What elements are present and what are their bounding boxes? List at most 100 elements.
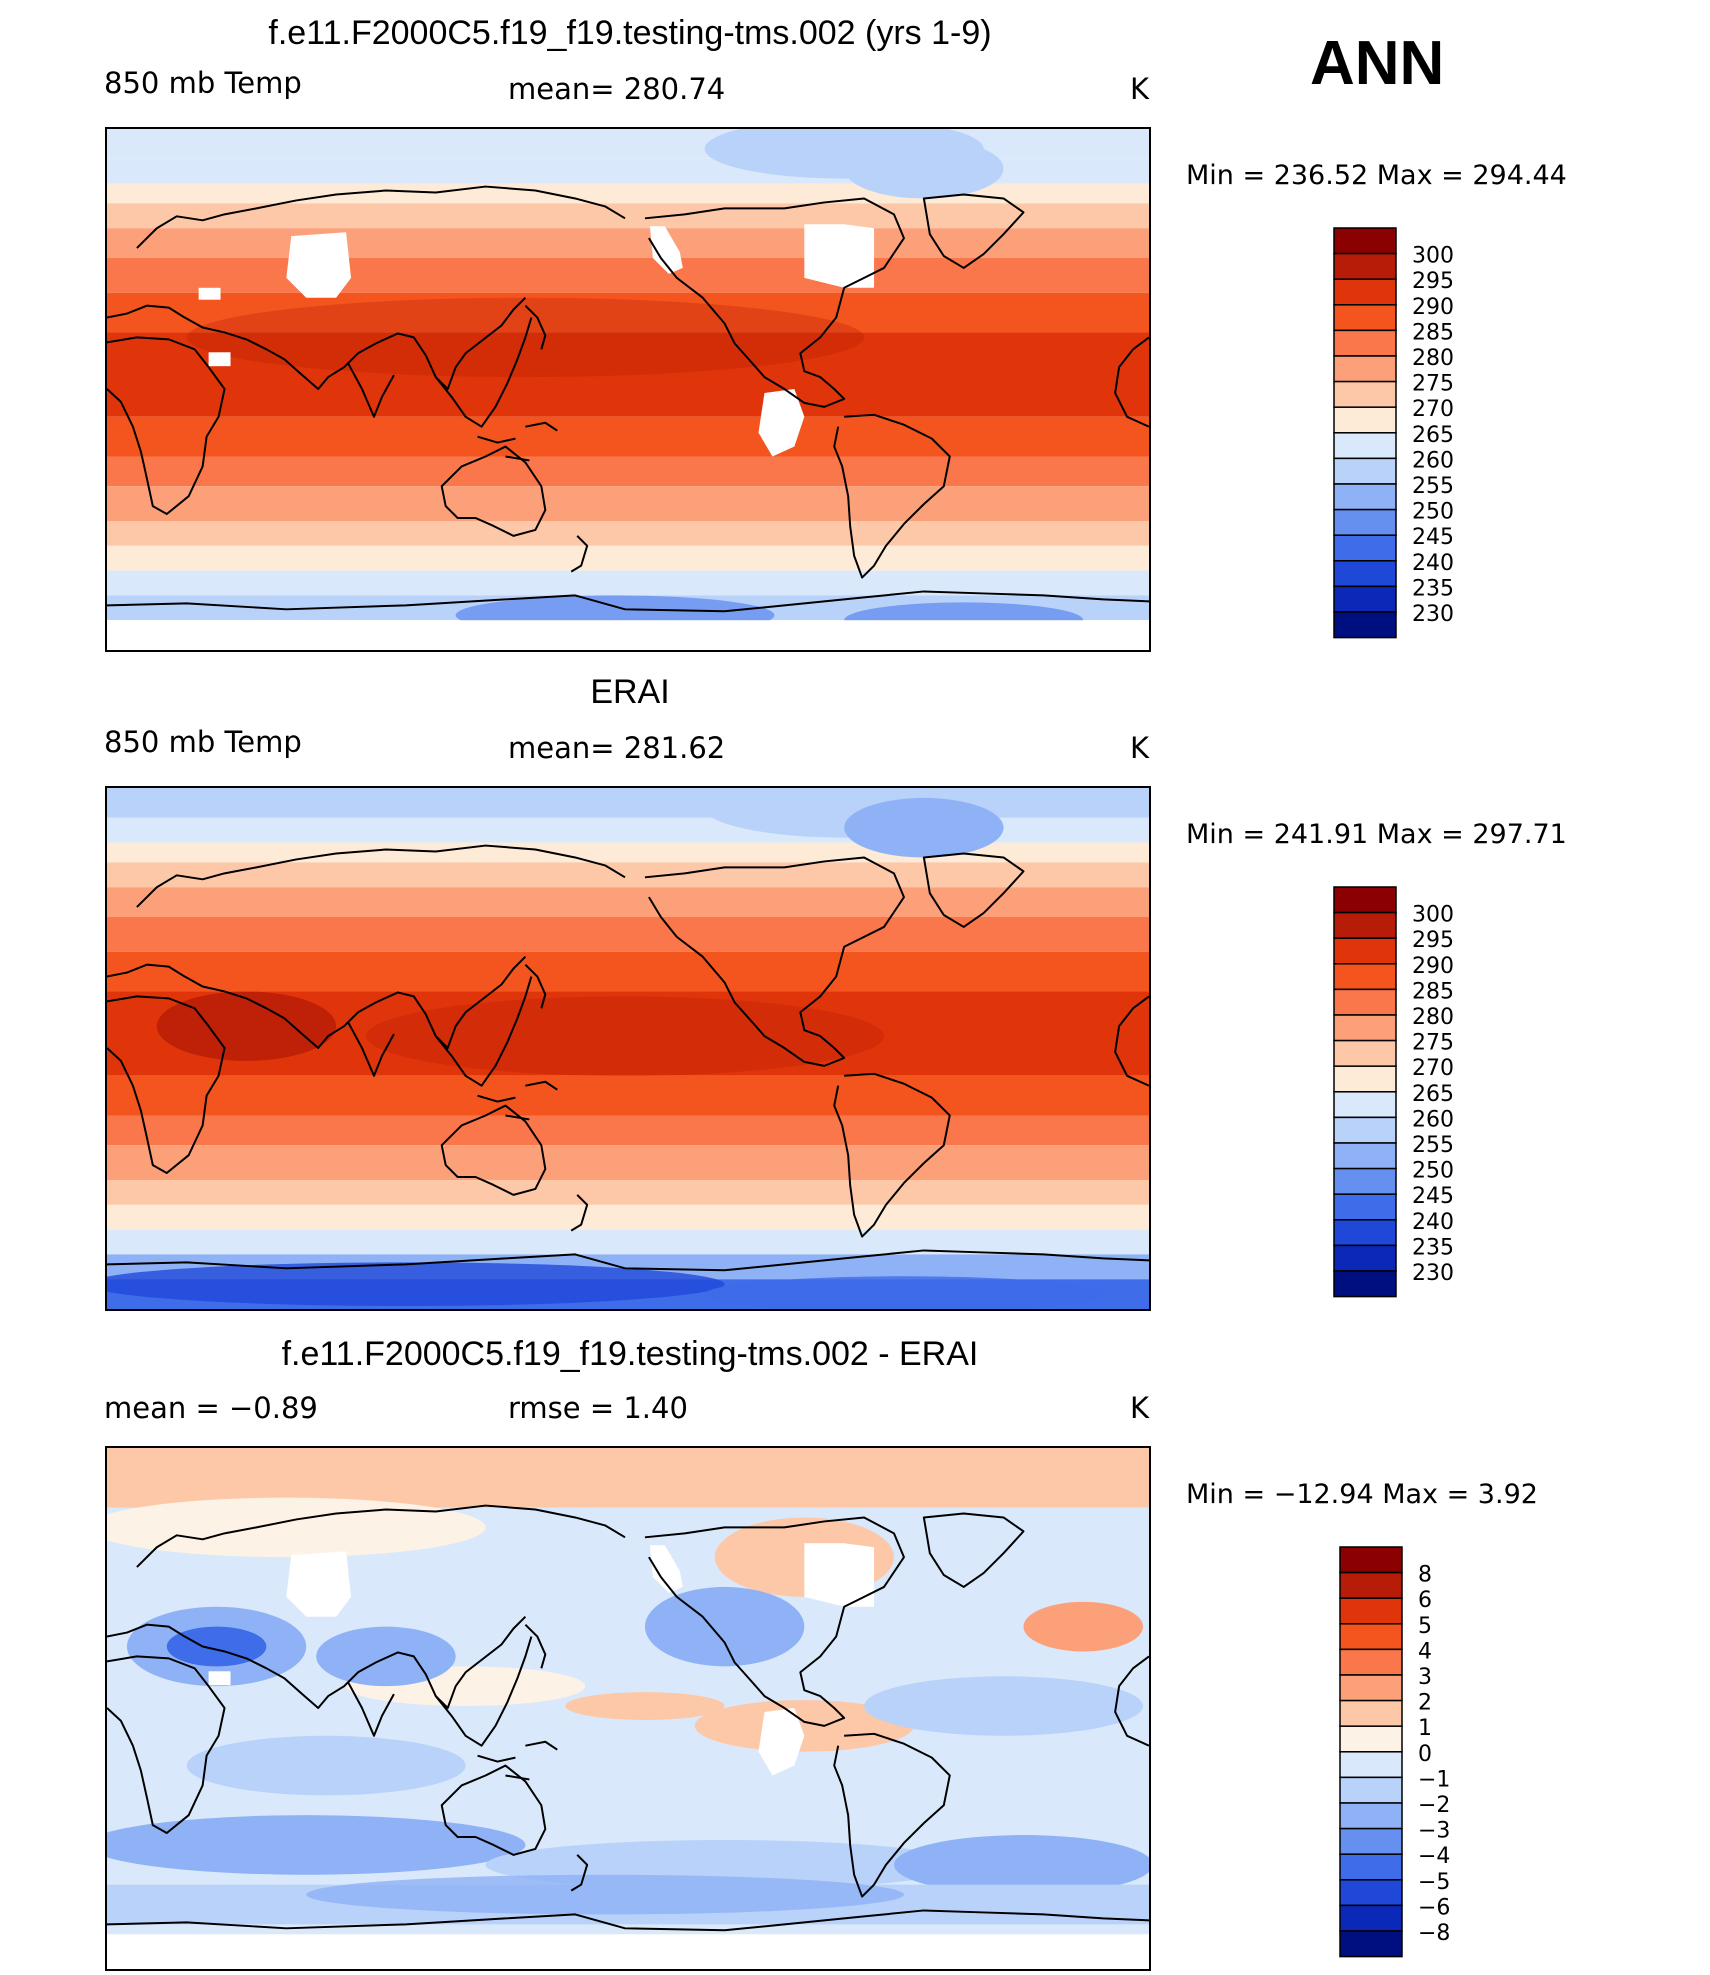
colorbar-box — [1333, 911, 1397, 939]
colorbar-box — [1333, 483, 1397, 511]
colorbar-tick-label: −3 — [1418, 1819, 1450, 1844]
colorbar-box — [1339, 1751, 1403, 1779]
colorbar-tick-label: 4 — [1418, 1639, 1432, 1664]
colorbar-box — [1333, 227, 1397, 255]
colorbar-box — [1339, 1699, 1403, 1727]
colorbar-tick-label: 255 — [1412, 474, 1454, 499]
colorbar-tick-label: 295 — [1412, 928, 1454, 953]
colorbar-tick-label: 270 — [1412, 1056, 1454, 1081]
panel2-colorbar: 300 295 290 285 280 275 270 265 260 255 250 245 240 2… — [1333, 886, 1514, 1299]
colorbar-tick-label: 245 — [1412, 525, 1454, 550]
colorbar-tick-label: 230 — [1412, 1261, 1454, 1286]
colorbar-box — [1333, 585, 1397, 613]
colorbar-tick-label: 300 — [1412, 903, 1454, 928]
colorbar-box — [1333, 432, 1397, 460]
panel1-minmax: Min = 236.52 Max = 294.44 — [1186, 160, 1567, 191]
colorbar-box — [1339, 1879, 1403, 1907]
colorbar-tick-label: 295 — [1412, 269, 1454, 294]
colorbar-tick-label: 235 — [1412, 1235, 1454, 1260]
panel2-title: ERAI — [590, 673, 670, 711]
colorbar-tick-label: 0 — [1418, 1742, 1432, 1767]
panel3-rmse-label: rmse = 1.40 — [508, 1391, 688, 1425]
colorbar-box — [1333, 508, 1397, 536]
colorbar-box — [1333, 1014, 1397, 1042]
colorbar-box — [1339, 1546, 1403, 1574]
colorbar-box — [1333, 963, 1397, 991]
colorbar-box — [1333, 1167, 1397, 1195]
colorbar-box — [1333, 534, 1397, 562]
colorbar-box — [1333, 457, 1397, 485]
colorbar-tick-label: 255 — [1412, 1133, 1454, 1158]
colorbar-tick-label: 265 — [1412, 423, 1454, 448]
panel3-units-label: K — [1130, 1391, 1150, 1425]
panel1-units-label: K — [1130, 72, 1150, 106]
colorbar-box — [1333, 252, 1397, 280]
panel1-map — [105, 127, 1151, 652]
colorbar-box — [1333, 1091, 1397, 1119]
colorbar-box — [1333, 1065, 1397, 1093]
colorbar-tick-label: 285 — [1412, 979, 1454, 1004]
colorbar-box — [1339, 1802, 1403, 1830]
colorbar-box — [1333, 1142, 1397, 1170]
colorbar-tick-label: −6 — [1418, 1895, 1450, 1920]
panel2-variable-label: 850 mb Temp — [104, 725, 302, 759]
panel3-colorbar: 8 6 5 4 3 2 1 0 −1 −2 −3 −4 −5 −6 −8 — [1339, 1546, 1520, 1959]
colorbar-box — [1333, 1219, 1397, 1247]
colorbar-tick-label: 235 — [1412, 576, 1454, 601]
colorbar-tick-label: 2 — [1418, 1691, 1432, 1716]
colorbar-tick-label: 250 — [1412, 1159, 1454, 1184]
colorbar-tick-label: 260 — [1412, 1107, 1454, 1132]
colorbar-tick-label: 265 — [1412, 1082, 1454, 1107]
panel1-variable-label: 850 mb Temp — [104, 66, 302, 100]
colorbar-tick-label: 6 — [1418, 1588, 1432, 1613]
colorbar-tick-label: 270 — [1412, 397, 1454, 422]
colorbar-tick-label: 280 — [1412, 1005, 1454, 1030]
colorbar-tick-label: −1 — [1418, 1767, 1450, 1792]
colorbar-tick-label: −8 — [1418, 1921, 1450, 1946]
panel1-colorbar: 300 295 290 285 280 275 270 265 260 255 250 245 240 2… — [1333, 227, 1514, 640]
colorbar-tick-label: 275 — [1412, 372, 1454, 397]
panel3-title: f.e11.F2000C5.f19_f19.testing-tms.002 - … — [281, 1335, 979, 1373]
panel2-minmax: Min = 241.91 Max = 297.71 — [1186, 819, 1567, 850]
colorbar-box — [1333, 1039, 1397, 1067]
colorbar-box — [1333, 304, 1397, 332]
colorbar-box — [1333, 1116, 1397, 1144]
panel2-map — [105, 786, 1151, 1311]
colorbar-tick-label: 245 — [1412, 1184, 1454, 1209]
colorbar-tick-label: 260 — [1412, 448, 1454, 473]
season-label: ANN — [1310, 29, 1445, 98]
colorbar-tick-label: 290 — [1412, 954, 1454, 979]
colorbar-tick-label: 275 — [1412, 1031, 1454, 1056]
colorbar-box — [1333, 355, 1397, 383]
colorbar-box — [1339, 1597, 1403, 1625]
colorbar-box — [1339, 1853, 1403, 1881]
colorbar-tick-label: 240 — [1412, 1210, 1454, 1235]
colorbar-tick-label: −4 — [1418, 1844, 1450, 1869]
colorbar-box — [1333, 380, 1397, 408]
colorbar-box — [1339, 1725, 1403, 1753]
colorbar-tick-label: 290 — [1412, 295, 1454, 320]
colorbar-tick-label: −5 — [1418, 1870, 1450, 1895]
colorbar-box — [1339, 1571, 1403, 1599]
colorbar-tick-label: 1 — [1418, 1716, 1432, 1741]
panel1-mean-label: mean= 280.74 — [508, 72, 726, 106]
colorbar-box — [1339, 1776, 1403, 1804]
colorbar-box — [1333, 886, 1397, 914]
colorbar-tick-label: 250 — [1412, 500, 1454, 525]
colorbar-box — [1339, 1930, 1403, 1958]
colorbar-box — [1333, 611, 1397, 639]
colorbar-tick-label: 230 — [1412, 602, 1454, 627]
colorbar-tick-label: 280 — [1412, 346, 1454, 371]
colorbar-tick-label: 300 — [1412, 244, 1454, 269]
colorbar-box — [1333, 1244, 1397, 1272]
colorbar-box — [1333, 988, 1397, 1016]
panel3-map — [105, 1446, 1151, 1971]
colorbar-box — [1333, 406, 1397, 434]
colorbar-box — [1339, 1827, 1403, 1855]
colorbar-tick-label: 285 — [1412, 320, 1454, 345]
colorbar-box — [1339, 1674, 1403, 1702]
colorbar-box — [1339, 1623, 1403, 1651]
colorbar-box — [1339, 1904, 1403, 1932]
colorbar-tick-label: 5 — [1418, 1614, 1432, 1639]
panel3-minmax: Min = −12.94 Max = 3.92 — [1186, 1479, 1538, 1510]
